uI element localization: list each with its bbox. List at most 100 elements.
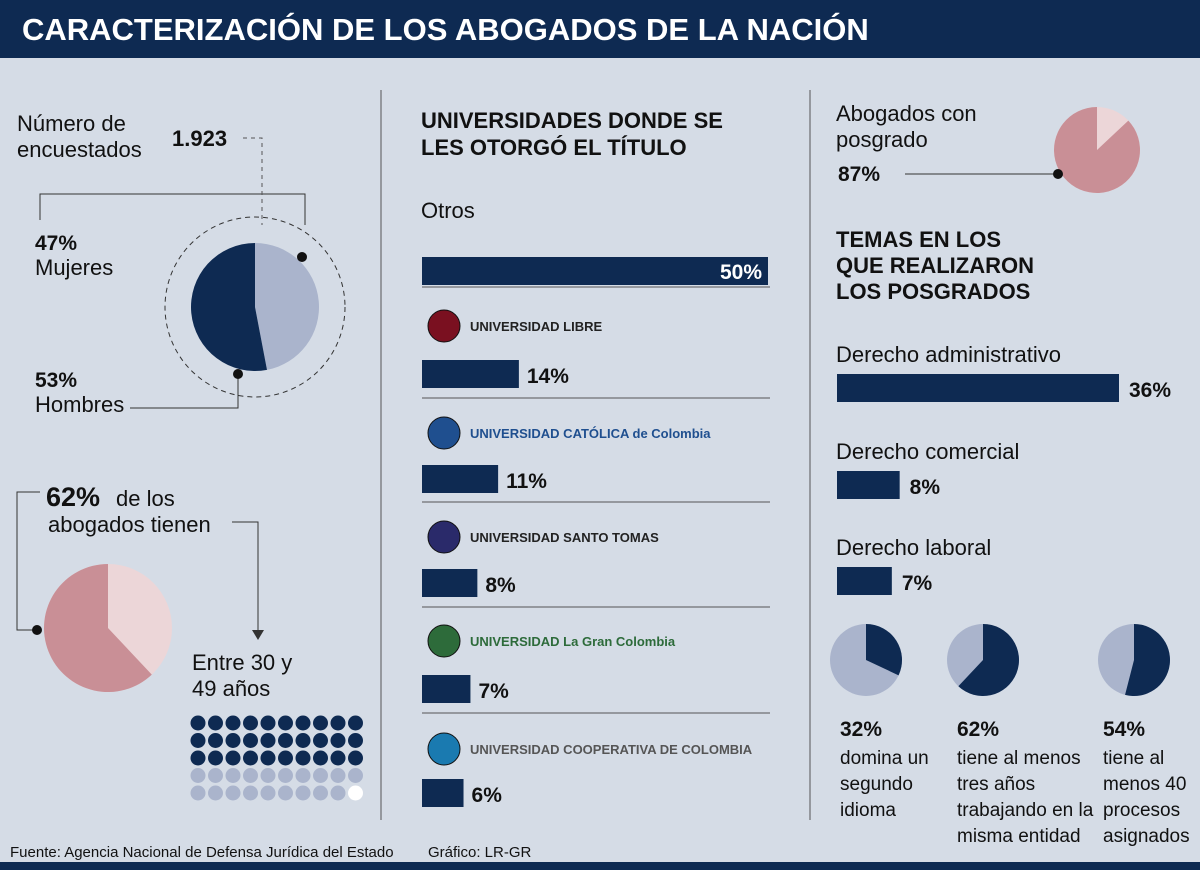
value-label: 11% [506, 470, 547, 493]
category-label: UNIVERSIDAD COOPERATIVA DE COLOMBIA [470, 742, 753, 757]
waffle-dot [225, 715, 241, 731]
waffle-dot [348, 750, 363, 766]
bar [837, 374, 1119, 402]
category-label: Derecho administrativo [836, 342, 1061, 367]
waffle-dot [295, 715, 311, 731]
value-label: 7% [902, 572, 933, 595]
title: CARACTERIZACIÓN DE LOS ABOGADOS DE LA NA… [22, 11, 869, 47]
connector [39, 193, 306, 225]
waffle-dot [208, 750, 223, 766]
waffle-dot [348, 715, 363, 731]
waffle-dot [225, 768, 241, 783]
waffle-dot [190, 768, 206, 783]
connector [130, 374, 239, 409]
waffle-dot [330, 768, 346, 783]
caption: tres años [957, 774, 1035, 795]
legend-label: Mujeres [35, 255, 113, 280]
waffle-dot [260, 768, 276, 783]
caption: idioma [840, 800, 896, 821]
waffle-dot [278, 785, 293, 801]
waffle-dot [330, 715, 346, 731]
source: Fuente: Agencia Nacional de Defensa Jurí… [10, 844, 394, 861]
waffle-dot [348, 733, 363, 748]
waffle-dot [225, 750, 241, 766]
pie-slice [958, 624, 1020, 697]
dot [32, 625, 42, 635]
waffle-dot [243, 733, 258, 748]
caption: tiene al [1103, 748, 1164, 769]
waffle-dot [208, 715, 223, 731]
value-label: 54% [1103, 718, 1145, 741]
waffle-dot [295, 768, 311, 783]
waffle-dot [190, 733, 206, 748]
waffle-dot [330, 733, 346, 748]
connector [243, 137, 263, 225]
pie-slice [255, 243, 320, 370]
connector [232, 521, 259, 632]
waffle-dot [313, 750, 328, 766]
category-label: UNIVERSIDAD SANTO TOMAS [470, 530, 659, 545]
waffle-dot [313, 715, 328, 731]
pie-slice [1054, 107, 1140, 194]
value-label: 62% [46, 482, 100, 512]
waffle-dot [260, 785, 276, 801]
waffle-dot [208, 768, 223, 783]
waffle-dot [313, 768, 328, 783]
logo [427, 732, 461, 766]
value-label: 47% [35, 232, 77, 255]
pie-slice [866, 624, 902, 676]
caption: menos 40 [1103, 774, 1186, 795]
footer-band [0, 862, 1200, 870]
value-label: 8% [485, 574, 516, 597]
waffle-dot [243, 750, 258, 766]
category-label: UNIVERSIDAD LIBRE [470, 319, 603, 334]
dashed-ring [164, 216, 346, 398]
waffle-dot [348, 768, 363, 783]
caption: tiene al menos [957, 748, 1081, 769]
value-label: 62% [957, 718, 999, 741]
pie-slice [44, 564, 152, 692]
bar [422, 257, 768, 285]
chart-title: TEMAS EN LOS QUE REALIZARON LOS POSGRADOS [836, 227, 1034, 304]
connector [16, 491, 40, 631]
category-label: Derecho laboral [836, 535, 991, 560]
arrow [252, 630, 264, 640]
value-label: 53% [35, 369, 77, 392]
waffle-dot [330, 750, 346, 766]
waffle-dot [225, 785, 241, 801]
waffle-dot [348, 785, 363, 801]
caption: procesos [1103, 800, 1180, 821]
caption: misma entidad [957, 826, 1081, 847]
value-label: 32% [840, 718, 882, 741]
waffle-dot [330, 785, 346, 801]
value-label: 36% [1129, 379, 1171, 402]
waffle-dot [278, 750, 293, 766]
pie-slice [191, 243, 267, 372]
logo [427, 624, 461, 658]
header-band [0, 0, 1200, 58]
waffle-dot [243, 768, 258, 783]
waffle-dot [243, 785, 258, 801]
waffle-dot [190, 715, 206, 731]
category-label: UNIVERSIDAD CATÓLICA de Colombia [470, 426, 711, 441]
caption: trabajando en la [957, 800, 1094, 821]
waffle-dot [278, 768, 293, 783]
caption: segundo [840, 774, 913, 795]
waffle-dot [278, 715, 293, 731]
value-label: 7% [478, 680, 509, 703]
waffle-dot [295, 750, 311, 766]
waffle-dot [225, 733, 241, 748]
waffle-dot [208, 785, 223, 801]
caption: asignados [1103, 826, 1190, 847]
waffle-dot [260, 715, 276, 731]
dot [297, 252, 307, 262]
caption: domina un [840, 748, 929, 769]
dot [233, 369, 243, 379]
waffle-dot [295, 785, 311, 801]
waffle-dot [260, 733, 276, 748]
waffle-dot [278, 733, 293, 748]
waffle-dot [260, 750, 276, 766]
chart-title: Abogados con posgrado [836, 101, 977, 152]
logo [427, 520, 461, 554]
